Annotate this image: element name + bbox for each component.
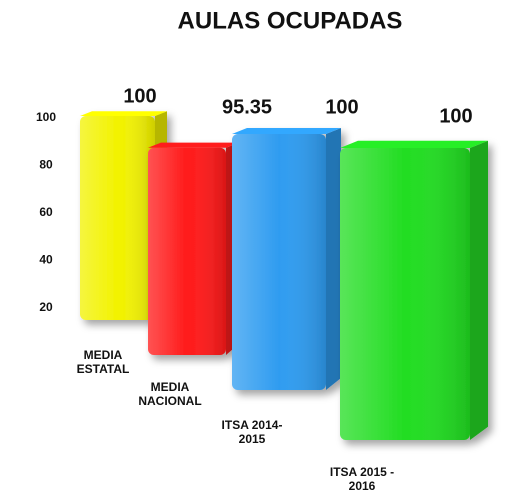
y-tick-label: 60 xyxy=(39,205,53,219)
value-label: 95.35 xyxy=(222,96,272,118)
y-tick-label: 40 xyxy=(39,253,53,267)
x-tick-label: MEDIA ESTATAL xyxy=(76,348,130,376)
y-tick-label: 80 xyxy=(39,158,53,172)
x-tick-label: ITSA 2015 - 2016 xyxy=(329,465,395,493)
bar-side xyxy=(326,128,341,390)
bar-group xyxy=(148,142,239,355)
value-label: 100 xyxy=(123,85,156,107)
y-tick-label: 20 xyxy=(39,300,53,314)
bar-group xyxy=(232,128,341,390)
bar-shine xyxy=(148,147,226,355)
bar-shine xyxy=(232,134,326,390)
bar-side xyxy=(470,140,488,441)
bar-top xyxy=(232,128,341,134)
chart-title: AULAS OCUPADAS xyxy=(178,7,403,34)
bar-group xyxy=(340,140,488,441)
x-tick-label: ITSA 2014-2015 xyxy=(221,418,283,446)
bar-top xyxy=(340,140,488,148)
bar-top xyxy=(80,111,167,116)
bar-top xyxy=(148,142,239,148)
x-tick-label: MEDIA NACIONAL xyxy=(138,380,202,408)
bar-shine xyxy=(340,148,470,440)
bar-shine xyxy=(80,116,155,320)
value-label: 100 xyxy=(439,105,472,127)
value-label: 100 xyxy=(325,96,358,118)
y-tick-label: 100 xyxy=(36,110,56,124)
